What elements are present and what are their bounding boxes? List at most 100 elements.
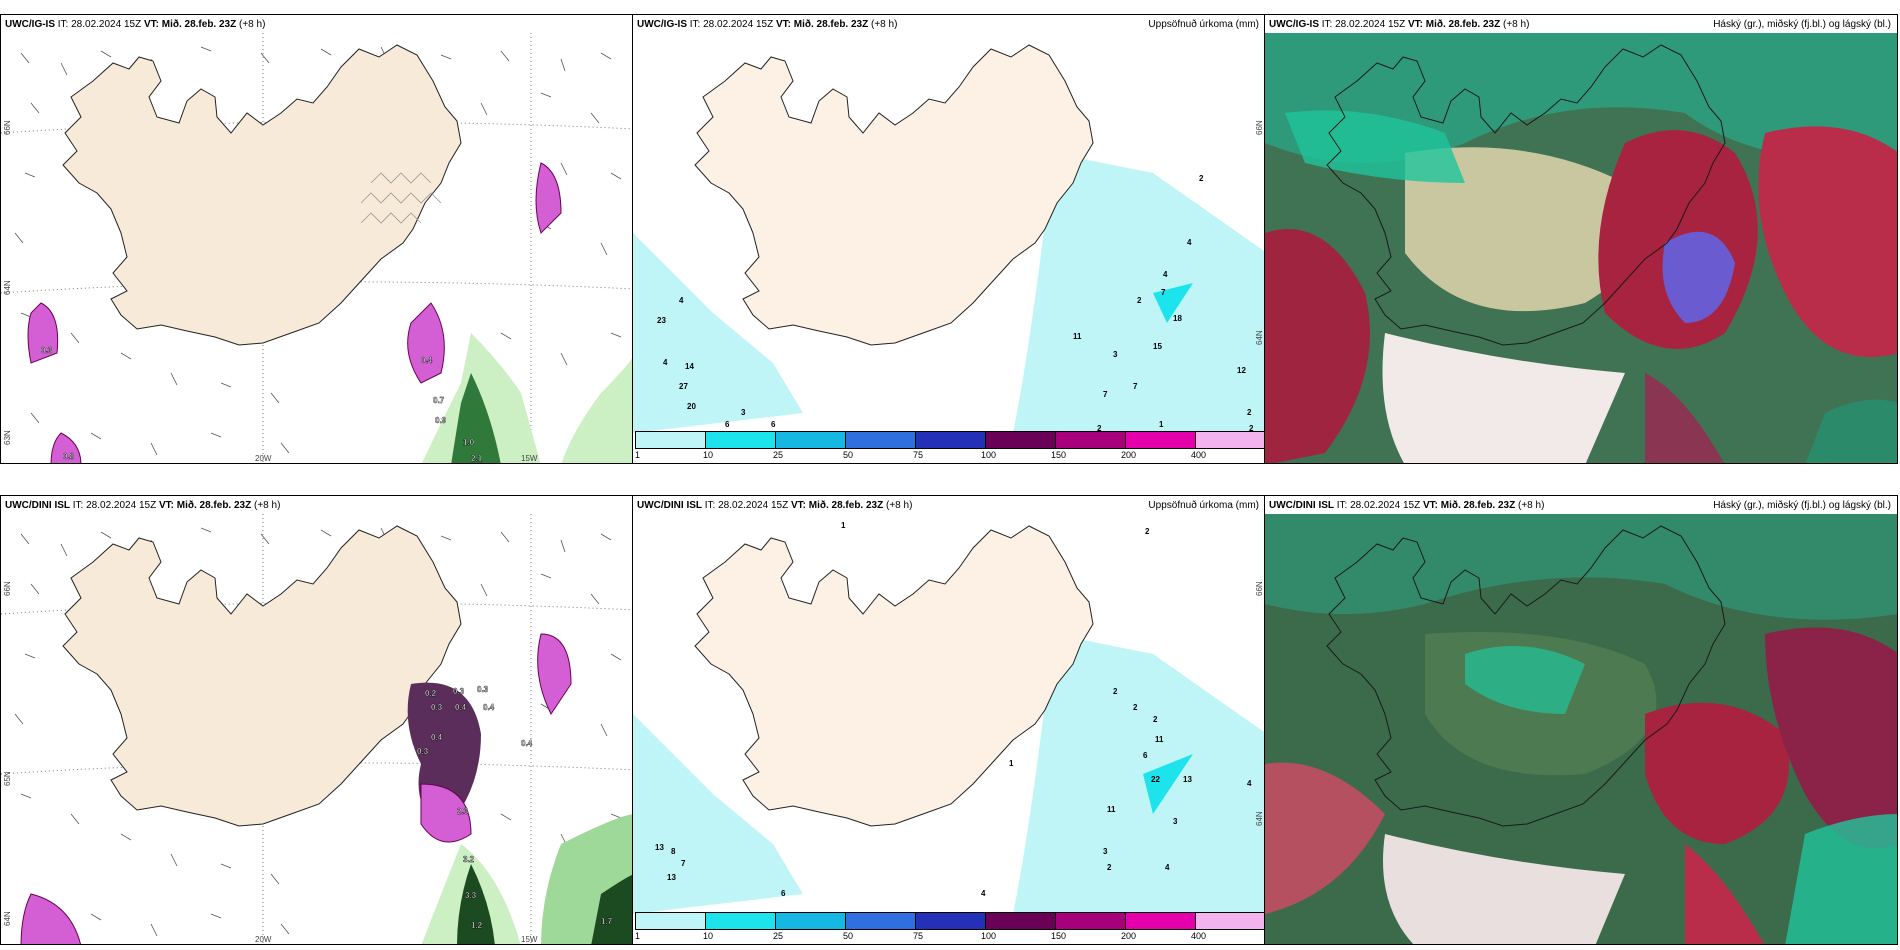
wind-value: 1.2 bbox=[471, 921, 483, 930]
colorbar-tick: 1 bbox=[635, 450, 641, 460]
precip-map: 4 23 4 14 27 20 3 6 6 2 4 4 7 2 18 15 3 … bbox=[633, 33, 1265, 433]
precip-value: 15 bbox=[1153, 342, 1162, 351]
wind-value: 0.4 bbox=[455, 703, 467, 712]
colorbar-tick: 50 bbox=[843, 450, 854, 460]
precip-value: 6 bbox=[781, 889, 786, 898]
precip-value: 4 bbox=[1163, 270, 1168, 279]
wind-value: 0.8 bbox=[63, 452, 75, 461]
wind-value: 0.2 bbox=[425, 689, 437, 698]
lead-time: (+8 h) bbox=[239, 19, 266, 30]
panel-dini-wind: UWC/DINI ISL IT: 28.02.2024 15Z VT: Mið.… bbox=[0, 495, 634, 945]
colorbar-segment bbox=[1056, 432, 1126, 448]
cloud-map bbox=[1265, 33, 1897, 463]
precip-value: 12 bbox=[1237, 366, 1246, 375]
precip-values: 1 2 2 2 2 11 6 22 13 4 1 11 3 3 2 4 13 8… bbox=[655, 521, 1252, 898]
precip-value: 2 bbox=[1133, 703, 1138, 712]
wind-values: 0.2 0.3 0.3 0.3 0.4 0.4 0.4 0.3 0.4 2.3 … bbox=[417, 685, 613, 930]
colorbar-tick: 150 bbox=[1051, 931, 1067, 941]
wind-values: 0.7 0.9 1.0 2.1 0.4 0.3 0.8 bbox=[41, 346, 483, 463]
it-label: IT: bbox=[57, 19, 69, 30]
colorbar-segment bbox=[986, 432, 1056, 448]
panel-header: UWC/IG-IS IT: 28.02.2024 15Z VT: Mið. 28… bbox=[1269, 18, 1891, 32]
precip-value: 2 bbox=[1153, 715, 1158, 724]
colorbar-segment bbox=[706, 432, 776, 448]
precip-value: 4 bbox=[663, 358, 668, 367]
lon-label: 20W bbox=[255, 454, 272, 463]
precip-value: 4 bbox=[981, 889, 986, 898]
wind-value: 2.3 bbox=[457, 807, 469, 816]
precip-value: 6 bbox=[771, 420, 776, 429]
wind-value: 0.3 bbox=[453, 687, 465, 696]
lat-label: 64N bbox=[1255, 330, 1264, 345]
colorbar-tick: 400 bbox=[1191, 931, 1207, 941]
precip-value: 2 bbox=[1137, 296, 1142, 305]
precip-map: 1 2 2 2 2 11 6 22 13 4 1 11 3 3 2 4 13 8… bbox=[633, 514, 1265, 914]
precip-value: 3 bbox=[1113, 350, 1118, 359]
precip-value: 2 bbox=[1199, 174, 1204, 183]
precip-value: 14 bbox=[685, 362, 694, 371]
colorbar-segment bbox=[776, 432, 846, 448]
map-title: Uppsöfnuð úrkoma (mm) bbox=[1148, 19, 1259, 30]
colorbar-tick: 25 bbox=[773, 450, 784, 460]
lead-time: (+8 h) bbox=[1518, 500, 1545, 511]
colorbar bbox=[635, 431, 1265, 449]
lon-label: 20W bbox=[255, 935, 272, 944]
precip-value: 1 bbox=[1009, 759, 1014, 768]
model-name: UWC/DINI ISL bbox=[5, 500, 70, 511]
lead-time: (+8 h) bbox=[886, 500, 913, 511]
lat-label: 66N bbox=[3, 120, 12, 135]
vt-value: Mið. 28.feb. 23Z bbox=[176, 500, 252, 511]
colorbar-segment bbox=[846, 913, 916, 929]
colorbar-segment bbox=[1126, 432, 1196, 448]
precip-value: 1 bbox=[1159, 420, 1164, 429]
wind-value: 1.7 bbox=[601, 917, 613, 926]
precip-value: 3 bbox=[741, 408, 746, 417]
colorbar-segment bbox=[776, 913, 846, 929]
wind-value: 0.4 bbox=[431, 733, 443, 742]
it-label: IT: bbox=[704, 500, 716, 511]
it-label: IT: bbox=[1321, 19, 1333, 30]
lat-label: 66N bbox=[1255, 120, 1264, 135]
model-name: UWC/IG-IS bbox=[637, 19, 687, 30]
precip-value: 7 bbox=[1133, 382, 1138, 391]
it-label: IT: bbox=[72, 500, 84, 511]
lat-label: 63N bbox=[3, 430, 12, 445]
precip-value: 2 bbox=[1107, 863, 1112, 872]
wind-value: 0.3 bbox=[477, 685, 489, 694]
precip-value: 4 bbox=[1187, 238, 1192, 247]
precip-value: 11 bbox=[1073, 332, 1082, 341]
panel-header: UWC/DINI ISL IT: 28.02.2024 15Z VT: Mið.… bbox=[5, 499, 627, 513]
wind-value: 0.9 bbox=[435, 416, 447, 425]
lat-label: 64N bbox=[3, 911, 12, 926]
vt-label: VT: bbox=[1422, 500, 1438, 511]
colorbar-tick: 200 bbox=[1121, 931, 1137, 941]
wind-value: 0.3 bbox=[431, 703, 443, 712]
lat-label: 66N bbox=[3, 581, 12, 596]
wind-map: 0.2 0.3 0.3 0.3 0.4 0.4 0.4 0.3 0.4 2.3 … bbox=[1, 514, 633, 944]
precip-value: 22 bbox=[1151, 775, 1160, 784]
model-name: UWC/DINI ISL bbox=[637, 500, 702, 511]
colorbar-tick: 150 bbox=[1051, 450, 1067, 460]
precip-value: 2 bbox=[1249, 424, 1254, 433]
map-title: Háský (gr.), miðský (fj.bl.) og lágský (… bbox=[1713, 500, 1891, 511]
colorbar-segment bbox=[916, 913, 986, 929]
vt-value: Mið. 28.feb. 23Z bbox=[1425, 19, 1501, 30]
panel-header: UWC/DINI ISL IT: 28.02.2024 15Z VT: Mið.… bbox=[1269, 499, 1891, 513]
model-name: UWC/DINI ISL bbox=[1269, 500, 1334, 511]
colorbar-segment bbox=[636, 432, 706, 448]
colorbar-segment bbox=[636, 913, 706, 929]
colorbar-segment bbox=[1056, 913, 1126, 929]
colorbar-tick: 75 bbox=[913, 931, 924, 941]
vt-label: VT: bbox=[775, 19, 791, 30]
vt-value: Mið. 28.feb. 23Z bbox=[161, 19, 237, 30]
wind-value: 0.4 bbox=[483, 703, 495, 712]
it-value: 28.02.2024 15Z bbox=[1335, 19, 1406, 30]
colorbar bbox=[635, 912, 1265, 930]
panel-header: UWC/IG-IS IT: 28.02.2024 15Z VT: Mið. 28… bbox=[5, 18, 627, 32]
precip-values: 4 23 4 14 27 20 3 6 6 2 4 4 7 2 18 15 3 … bbox=[657, 174, 1254, 433]
colorbar-tick: 10 bbox=[703, 931, 714, 941]
colorbar-tick: 75 bbox=[913, 450, 924, 460]
precip-value: 6 bbox=[725, 420, 730, 429]
precip-value: 13 bbox=[667, 873, 676, 882]
precip-value: 7 bbox=[1103, 390, 1108, 399]
